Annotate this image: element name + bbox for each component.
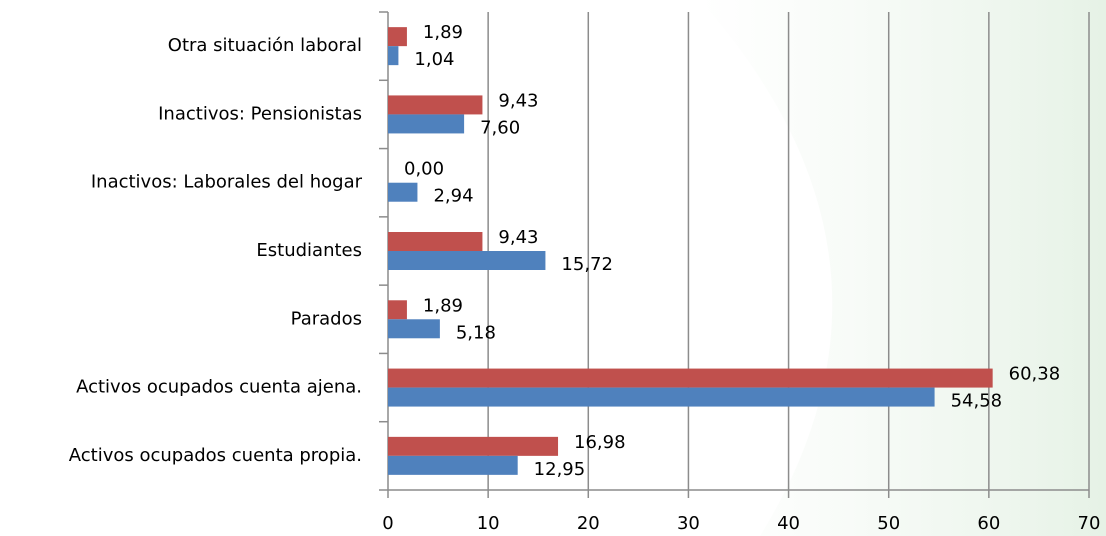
bar <box>388 251 546 270</box>
bar <box>388 27 407 47</box>
bar <box>388 300 407 320</box>
y-tick-label: Activos ocupados cuenta ajena. <box>76 377 362 398</box>
y-tick-label: Inactivos: Laborales del hogar <box>91 172 363 193</box>
data-label: 54,58 <box>951 391 1003 412</box>
bar <box>388 387 935 407</box>
x-tick-label: 10 <box>477 513 500 534</box>
bar <box>388 95 483 115</box>
bar <box>388 319 440 339</box>
x-tick-label: 0 <box>382 513 393 534</box>
data-label: 60,38 <box>1009 364 1061 385</box>
bar <box>388 368 993 388</box>
x-tick-label: 20 <box>577 513 600 534</box>
bar <box>388 436 559 456</box>
data-label: 2,94 <box>433 186 473 207</box>
x-tick-label: 30 <box>677 513 700 534</box>
bar <box>388 182 418 202</box>
x-tick-label: 60 <box>977 513 1000 534</box>
data-label: 9,43 <box>498 90 538 111</box>
data-label: 0,00 <box>404 159 444 180</box>
data-label: 1,04 <box>414 49 454 70</box>
y-tick-label: Inactivos: Pensionistas <box>158 103 362 124</box>
x-tick-label: 40 <box>777 513 800 534</box>
data-label: 12,95 <box>534 459 586 480</box>
data-label: 1,89 <box>423 22 463 43</box>
y-tick-label: Parados <box>291 308 362 329</box>
data-label: 7,60 <box>480 117 520 138</box>
y-tick-label: Activos ocupados cuenta propia. <box>69 445 362 466</box>
data-label: 9,43 <box>498 227 538 248</box>
bar <box>388 455 518 475</box>
y-tick-label: Otra situación laboral <box>168 35 362 56</box>
background-decoration <box>700 0 1106 536</box>
bar <box>388 114 465 134</box>
bar <box>388 46 399 66</box>
y-tick-label: Estudiantes <box>256 240 362 261</box>
x-tick-label: 70 <box>1078 513 1101 534</box>
data-label: 5,18 <box>456 322 496 343</box>
bar <box>388 232 483 251</box>
data-label: 1,89 <box>423 295 463 316</box>
data-label: 15,72 <box>561 254 613 275</box>
x-tick-label: 50 <box>877 513 900 534</box>
data-label: 16,98 <box>574 432 626 453</box>
